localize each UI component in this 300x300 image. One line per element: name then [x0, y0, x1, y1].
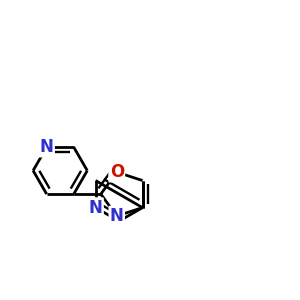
Text: N: N	[110, 207, 124, 225]
Text: N: N	[40, 138, 54, 156]
Text: N: N	[89, 199, 103, 217]
Text: O: O	[110, 163, 124, 181]
